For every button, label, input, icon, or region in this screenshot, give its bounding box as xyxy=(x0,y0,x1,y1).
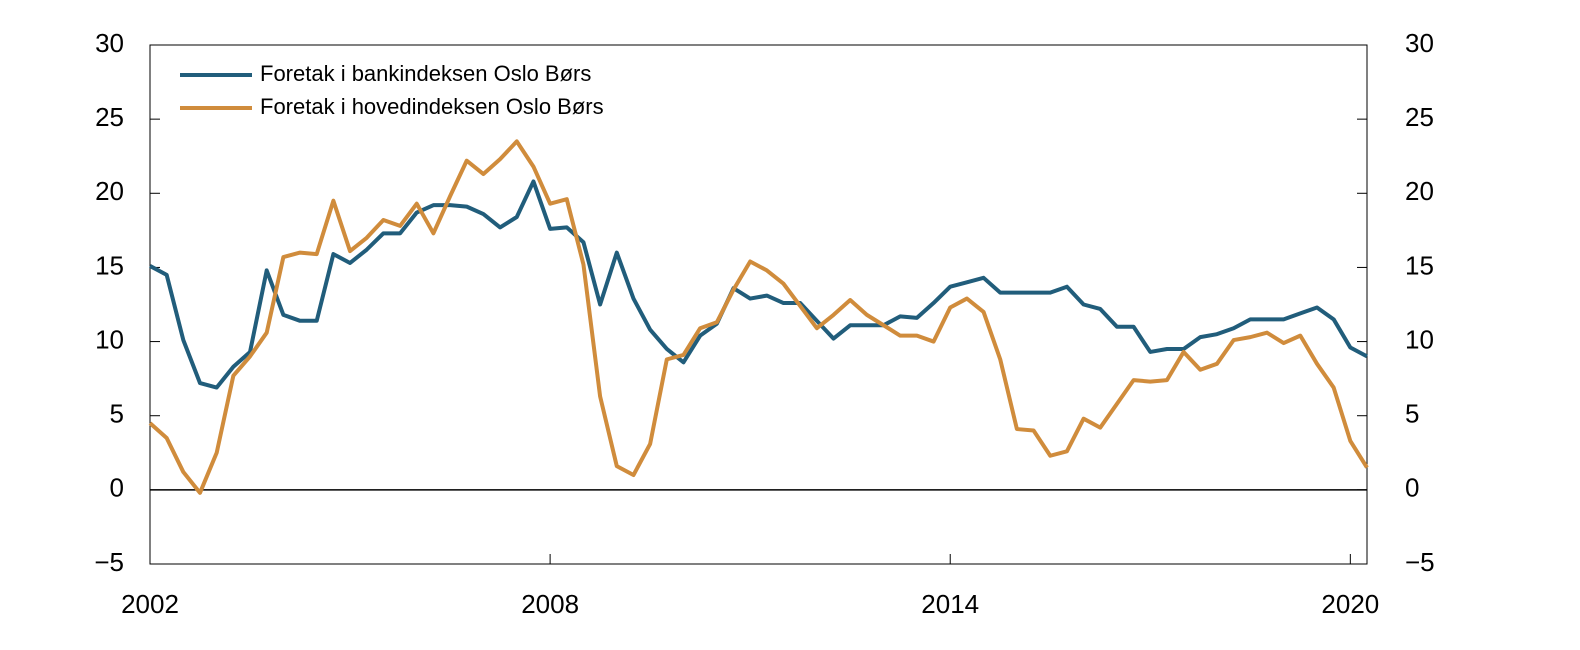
y2-tick-label: −5 xyxy=(1405,547,1435,577)
x-tick-label: 2002 xyxy=(121,589,179,619)
x-tick-label: 2014 xyxy=(921,589,979,619)
y-tick-label: −5 xyxy=(94,547,124,577)
x-tick-label: 2020 xyxy=(1321,589,1379,619)
y-tick-label: 5 xyxy=(110,399,124,429)
legend-label: Foretak i hovedindeksen Oslo Børs xyxy=(260,94,604,119)
series-line xyxy=(148,139,1369,495)
y2-tick-label: 25 xyxy=(1405,102,1434,132)
legend-label: Foretak i bankindeksen Oslo Børs xyxy=(260,61,591,86)
y2-tick-label: 10 xyxy=(1405,324,1434,354)
y-tick-label: 10 xyxy=(95,324,124,354)
y-tick-label: 0 xyxy=(110,473,124,503)
y-tick-label: 25 xyxy=(95,102,124,132)
y2-tick-label: 30 xyxy=(1405,28,1434,58)
y2-tick-label: 15 xyxy=(1405,250,1434,280)
y2-tick-label: 5 xyxy=(1405,399,1419,429)
y2-tick-label: 0 xyxy=(1405,473,1419,503)
y2-tick-label: 20 xyxy=(1405,176,1434,206)
series-line xyxy=(149,179,1368,390)
y-tick-label: 15 xyxy=(95,250,124,280)
x-tick-label: 2008 xyxy=(521,589,579,619)
y-tick-label: 20 xyxy=(95,176,124,206)
y-tick-label: 30 xyxy=(95,28,124,58)
plot-frame xyxy=(149,44,1368,565)
